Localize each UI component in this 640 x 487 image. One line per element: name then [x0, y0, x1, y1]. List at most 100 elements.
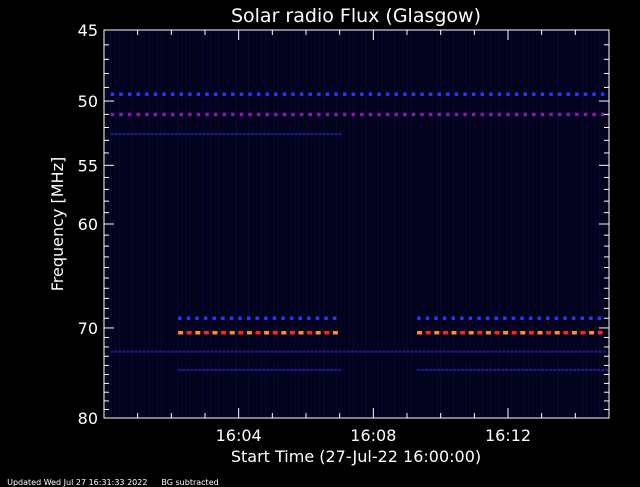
emission-band-segment [242, 368, 246, 372]
emission-band-segment [262, 132, 266, 136]
background-streak [293, 31, 296, 417]
emission-band-segment [248, 92, 252, 96]
emission-band-segment [362, 350, 366, 353]
emission-band-segment [212, 316, 216, 320]
emission-band-segment [314, 132, 318, 136]
background-streak [594, 31, 596, 417]
background-streak [310, 31, 313, 417]
emission-band-segment [451, 316, 455, 320]
emission-band-segment [565, 368, 569, 372]
background-streak [172, 31, 175, 417]
background-streak [352, 31, 354, 417]
emission-band-segment [291, 112, 295, 117]
emission-band-segment [351, 112, 355, 117]
emission-band-segment [286, 368, 290, 372]
emission-band-segment [477, 316, 481, 320]
emission-band-segment [308, 112, 312, 117]
emission-band-segment [238, 350, 242, 353]
emission-band-segment [580, 316, 584, 320]
emission-band-segment [119, 92, 123, 96]
emission-band-segment [514, 112, 519, 117]
background-streak [586, 31, 588, 417]
emission-band-segment [206, 350, 210, 353]
emission-band-segment [310, 350, 314, 353]
background-streak [156, 31, 158, 417]
x-tick-label: 16:08 [350, 426, 396, 445]
emission-band-segment [196, 112, 201, 117]
background-streak [114, 31, 116, 417]
background-streak [348, 31, 350, 417]
emission-band-segment [122, 350, 126, 353]
background-streak [231, 31, 233, 417]
emission-band-segment [250, 132, 254, 136]
emission-band-segment [600, 92, 605, 96]
emission-band-segment [526, 350, 530, 353]
background-streak [252, 31, 254, 417]
emission-band-segment [428, 112, 433, 117]
emission-band-segment [466, 350, 470, 353]
emission-band-segment [194, 132, 198, 136]
background-streak [511, 31, 513, 417]
background-streak [527, 31, 530, 417]
emission-band-segment [394, 112, 398, 117]
emission-band-segment [278, 350, 282, 353]
background-streak [469, 31, 471, 417]
background-streak [268, 31, 271, 417]
emission-band-segment [411, 92, 416, 96]
emission-band-segment [441, 368, 445, 372]
emission-band-segment [390, 350, 394, 353]
emission-band-segment [266, 368, 270, 372]
emission-band-segment [590, 350, 594, 353]
emission-band-segment [274, 368, 278, 372]
emission-band-segment [162, 132, 166, 136]
emission-band-segment [597, 368, 601, 372]
emission-band-segment [470, 350, 474, 353]
emission-band-segment [502, 350, 506, 353]
emission-band-segment [222, 92, 226, 96]
emission-band-segment [194, 350, 198, 353]
emission-band-segment [418, 350, 422, 353]
emission-band-segment [583, 92, 588, 96]
emission-band-segment [206, 368, 210, 372]
background-streak [544, 31, 546, 417]
emission-band-segment [302, 132, 306, 136]
background-streak [344, 31, 346, 417]
emission-band-segment [510, 350, 514, 353]
emission-band-segment [529, 368, 533, 372]
emission-band-segment [326, 132, 330, 136]
emission-band-segment [325, 92, 330, 96]
emission-band-segment [497, 92, 502, 96]
background-streak [331, 31, 333, 417]
background-streak [327, 31, 329, 417]
emission-band-segment [330, 132, 334, 136]
emission-band-segment [514, 350, 518, 353]
emission-band-segment [162, 92, 166, 96]
emission-band-segment [385, 112, 390, 117]
emission-band-segment [317, 112, 321, 117]
y-tick-label: 80 [78, 409, 98, 428]
emission-band-segment [385, 92, 390, 96]
emission-band-segment [503, 331, 509, 335]
emission-band-segment [445, 368, 449, 372]
emission-band-segment [322, 368, 326, 372]
emission-band-segment [463, 112, 467, 117]
background-streak [135, 31, 137, 417]
background-streak [435, 31, 438, 417]
emission-band-segment [463, 92, 467, 96]
background-streak [131, 31, 133, 417]
emission-band-segment [430, 350, 434, 353]
emission-band-segment [583, 112, 588, 117]
emission-band-segment [318, 368, 322, 372]
emission-band-segment [513, 368, 517, 372]
emission-band-segment [446, 350, 450, 353]
emission-band-segment [158, 132, 162, 136]
emission-band-segment [246, 331, 252, 335]
emission-band-segment [597, 316, 602, 320]
background-streak [239, 31, 242, 417]
emission-band-segment [368, 92, 373, 96]
emission-band-segment [196, 92, 201, 96]
emission-band-segment [179, 112, 183, 117]
emission-band-segment [425, 316, 430, 320]
emission-band-segment [330, 350, 334, 353]
emission-band-segment [222, 132, 226, 136]
